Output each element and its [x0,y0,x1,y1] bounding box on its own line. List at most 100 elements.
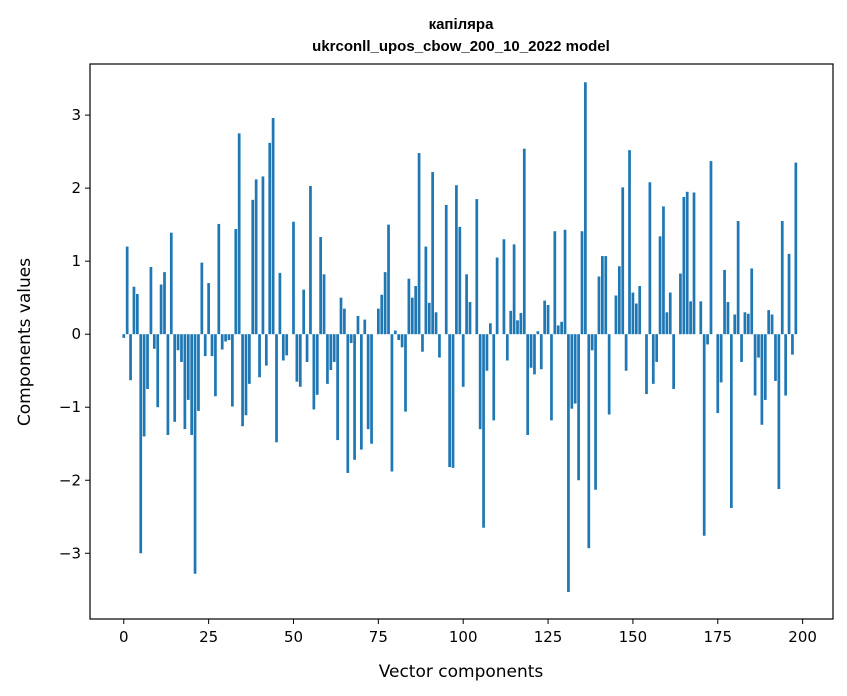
bar-83 [404,334,407,412]
bar-81 [397,334,401,341]
bar-56 [312,334,316,410]
y-tick-label: 2 [71,179,81,197]
bar-156 [651,334,655,384]
bar-38 [251,199,255,335]
bar-155 [648,182,652,335]
bar-167 [689,301,692,335]
bar-9 [152,334,156,349]
bar-173 [709,161,713,335]
bar-187 [757,334,760,358]
bar-67 [349,334,353,343]
bar-36 [244,334,248,416]
bar-95 [444,204,448,335]
bar-157 [655,334,659,362]
y-tick-label: 3 [71,106,81,124]
bar-33 [234,229,238,335]
bar-0 [122,334,126,338]
bar-129 [560,321,563,335]
bar-190 [767,310,771,335]
bar-series [122,82,798,592]
bar-18 [183,334,187,430]
bar-57 [315,334,319,395]
bar-161 [668,292,672,335]
bar-40 [258,334,261,378]
bar-130 [563,229,567,335]
bar-117 [519,313,523,335]
bar-88 [421,334,424,352]
bar-72 [366,334,370,430]
bar-181 [736,221,740,335]
bar-180 [733,314,737,335]
bar-126 [550,334,553,421]
bar-77 [383,272,387,335]
bar-75 [376,308,380,335]
bar-1 [125,246,129,335]
bar-151 [634,303,638,335]
bar-102 [468,302,472,335]
bar-141 [601,256,604,335]
x-axis-label: Vector components [379,662,544,682]
bar-62 [332,334,336,362]
bar-140 [597,276,601,335]
bar-118 [522,148,526,335]
bar-3 [132,286,136,335]
bar-28 [217,223,221,335]
bar-139 [594,334,597,490]
bar-101 [465,274,468,335]
bar-58 [319,237,322,335]
bar-79 [390,334,394,472]
bar-191 [770,314,774,335]
bar-186 [753,334,757,396]
bar-142 [604,256,608,335]
bar-64 [339,297,343,335]
bar-183 [743,312,747,335]
bar-24 [203,334,207,357]
bar-30 [224,334,227,342]
bar-96 [448,334,451,468]
bar-175 [716,334,720,414]
y-tick-label: 1 [71,252,81,270]
bar-197 [791,334,794,355]
bar-159 [662,206,665,335]
bar-179 [729,334,733,508]
bar-54 [305,334,309,362]
bar-105 [478,334,482,430]
bar-15 [173,334,177,422]
x-axis-ticks: 0 25 50 75 100 125 150 175 200 [119,619,817,646]
bar-185 [750,268,754,335]
bar-158 [658,236,662,335]
bar-70 [360,334,363,450]
bar-13 [166,334,170,435]
bar-29 [220,334,224,350]
bar-125 [546,304,550,335]
bar-14 [169,232,173,335]
bar-44 [271,118,275,335]
bar-192 [774,334,777,381]
bar-110 [495,257,499,335]
bar-27 [214,334,217,397]
bar-109 [492,334,496,421]
bar-194 [780,221,784,335]
bar-150 [631,292,635,335]
bar-196 [787,253,791,335]
bar-12 [163,272,166,335]
bar-7 [146,334,149,389]
bar-121 [533,334,536,375]
bar-4 [135,294,139,335]
bar-39 [254,179,258,335]
bar-31 [227,334,231,341]
bar-152 [638,286,642,335]
bar-138 [590,334,594,351]
bar-188 [760,334,764,425]
bar-11 [159,284,163,335]
bar-132 [570,334,574,409]
bar-176 [719,334,723,383]
x-tick-label: 175 [703,628,732,646]
bar-195 [784,334,788,396]
bar-6 [142,334,146,437]
bar-162 [672,334,675,389]
bar-198 [794,162,798,335]
bar-104 [475,199,479,335]
chart-title-line-2: ukrconll_upos_cbow_200_10_2022 model [312,38,610,55]
